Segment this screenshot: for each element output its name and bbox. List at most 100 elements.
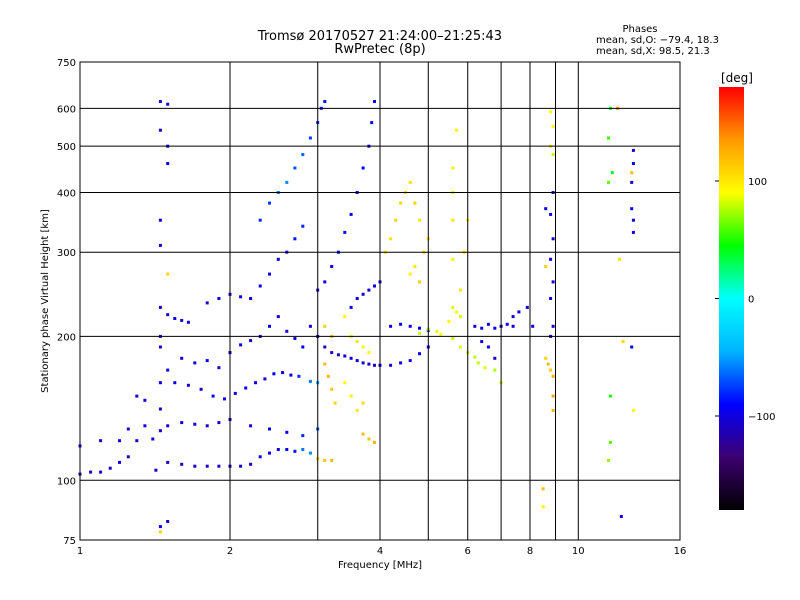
data-point [166, 460, 170, 464]
data-point [336, 353, 340, 357]
x-tick-label: 6 [465, 546, 471, 557]
data-point [541, 505, 545, 509]
data-point [193, 361, 197, 365]
data-point [544, 356, 548, 360]
data-point [505, 322, 509, 326]
data-point [511, 315, 515, 319]
data-points [78, 100, 635, 534]
data-point [268, 451, 271, 455]
data-point [549, 110, 553, 114]
y-axis: 75 100 200 300 400 500 600 750 [57, 58, 76, 547]
x-axis-label: Frequency [MHz] [338, 560, 422, 571]
data-point [89, 470, 93, 474]
data-point [166, 313, 170, 317]
data-point [330, 459, 334, 462]
y-tick-label: 300 [57, 248, 76, 259]
data-point [239, 295, 243, 299]
data-point [621, 340, 625, 344]
data-point [193, 464, 197, 468]
data-point [166, 368, 170, 372]
data-point [349, 356, 353, 360]
data-point [135, 394, 139, 398]
plot-frame [79, 61, 681, 541]
data-point [455, 310, 459, 314]
data-point [439, 332, 443, 336]
data-point [361, 345, 365, 349]
data-point [408, 359, 412, 363]
data-point [367, 362, 371, 366]
y-tick-label: 750 [57, 58, 76, 69]
data-point [158, 305, 162, 309]
data-point [551, 153, 555, 157]
data-point [408, 180, 412, 184]
data-point [630, 180, 634, 184]
colorbar-tick-label: 0 [748, 295, 754, 306]
data-point [544, 265, 548, 268]
data-point [389, 237, 393, 241]
data-point [486, 345, 490, 349]
data-point [610, 171, 614, 175]
data-point [517, 310, 521, 314]
data-point [531, 324, 535, 328]
data-point [217, 366, 221, 370]
data-point [285, 448, 289, 451]
data-point [361, 166, 365, 170]
data-point [281, 371, 285, 375]
data-point [330, 351, 334, 355]
data-point [367, 351, 371, 355]
data-point [418, 280, 421, 284]
data-point [551, 408, 555, 412]
data-point [180, 462, 184, 466]
data-point [399, 361, 403, 365]
data-point [343, 354, 347, 358]
data-point [268, 324, 271, 328]
data-point [333, 401, 337, 405]
data-point [418, 352, 421, 356]
y-tick-label: 75 [63, 536, 76, 547]
data-point [631, 230, 635, 234]
data-point [301, 448, 305, 451]
chart-title: Tromsø 20170527 21:24:00–21:25:43 [257, 29, 502, 44]
data-point [143, 424, 147, 428]
data-point [361, 292, 365, 296]
data-point [373, 440, 376, 444]
data-point [158, 381, 162, 385]
data-point [166, 272, 170, 276]
data-point [263, 377, 267, 381]
data-point [323, 324, 327, 328]
data-point [631, 148, 635, 152]
data-point [451, 166, 455, 170]
data-point [217, 297, 221, 300]
data-point [323, 345, 327, 349]
data-point [151, 437, 155, 441]
colorbar-label: [deg] [721, 71, 753, 85]
data-point [276, 315, 280, 319]
grid-lines [80, 62, 680, 540]
data-point [546, 362, 550, 366]
data-point [480, 340, 484, 344]
y-axis-label: Stationary phase Virtual Height [km] [40, 209, 51, 393]
data-point [608, 394, 612, 398]
data-point [551, 124, 555, 128]
data-point [618, 257, 621, 261]
data-point [473, 324, 477, 328]
data-point [418, 326, 421, 330]
data-point [143, 398, 147, 402]
data-point [361, 361, 365, 365]
data-point [293, 166, 297, 170]
data-point [158, 429, 162, 433]
data-point [293, 237, 297, 241]
y-tick-label: 200 [57, 332, 76, 343]
data-point [166, 102, 170, 106]
data-point [186, 320, 190, 324]
data-point [607, 136, 610, 140]
data-point [631, 218, 635, 222]
data-point [343, 315, 347, 319]
data-point [551, 324, 555, 328]
data-point [199, 387, 203, 391]
x-axis: 1 2 4 6 8 10 16 [77, 546, 687, 557]
data-point [293, 449, 297, 453]
data-point [205, 359, 209, 363]
data-point [118, 439, 121, 443]
data-point [544, 207, 548, 211]
